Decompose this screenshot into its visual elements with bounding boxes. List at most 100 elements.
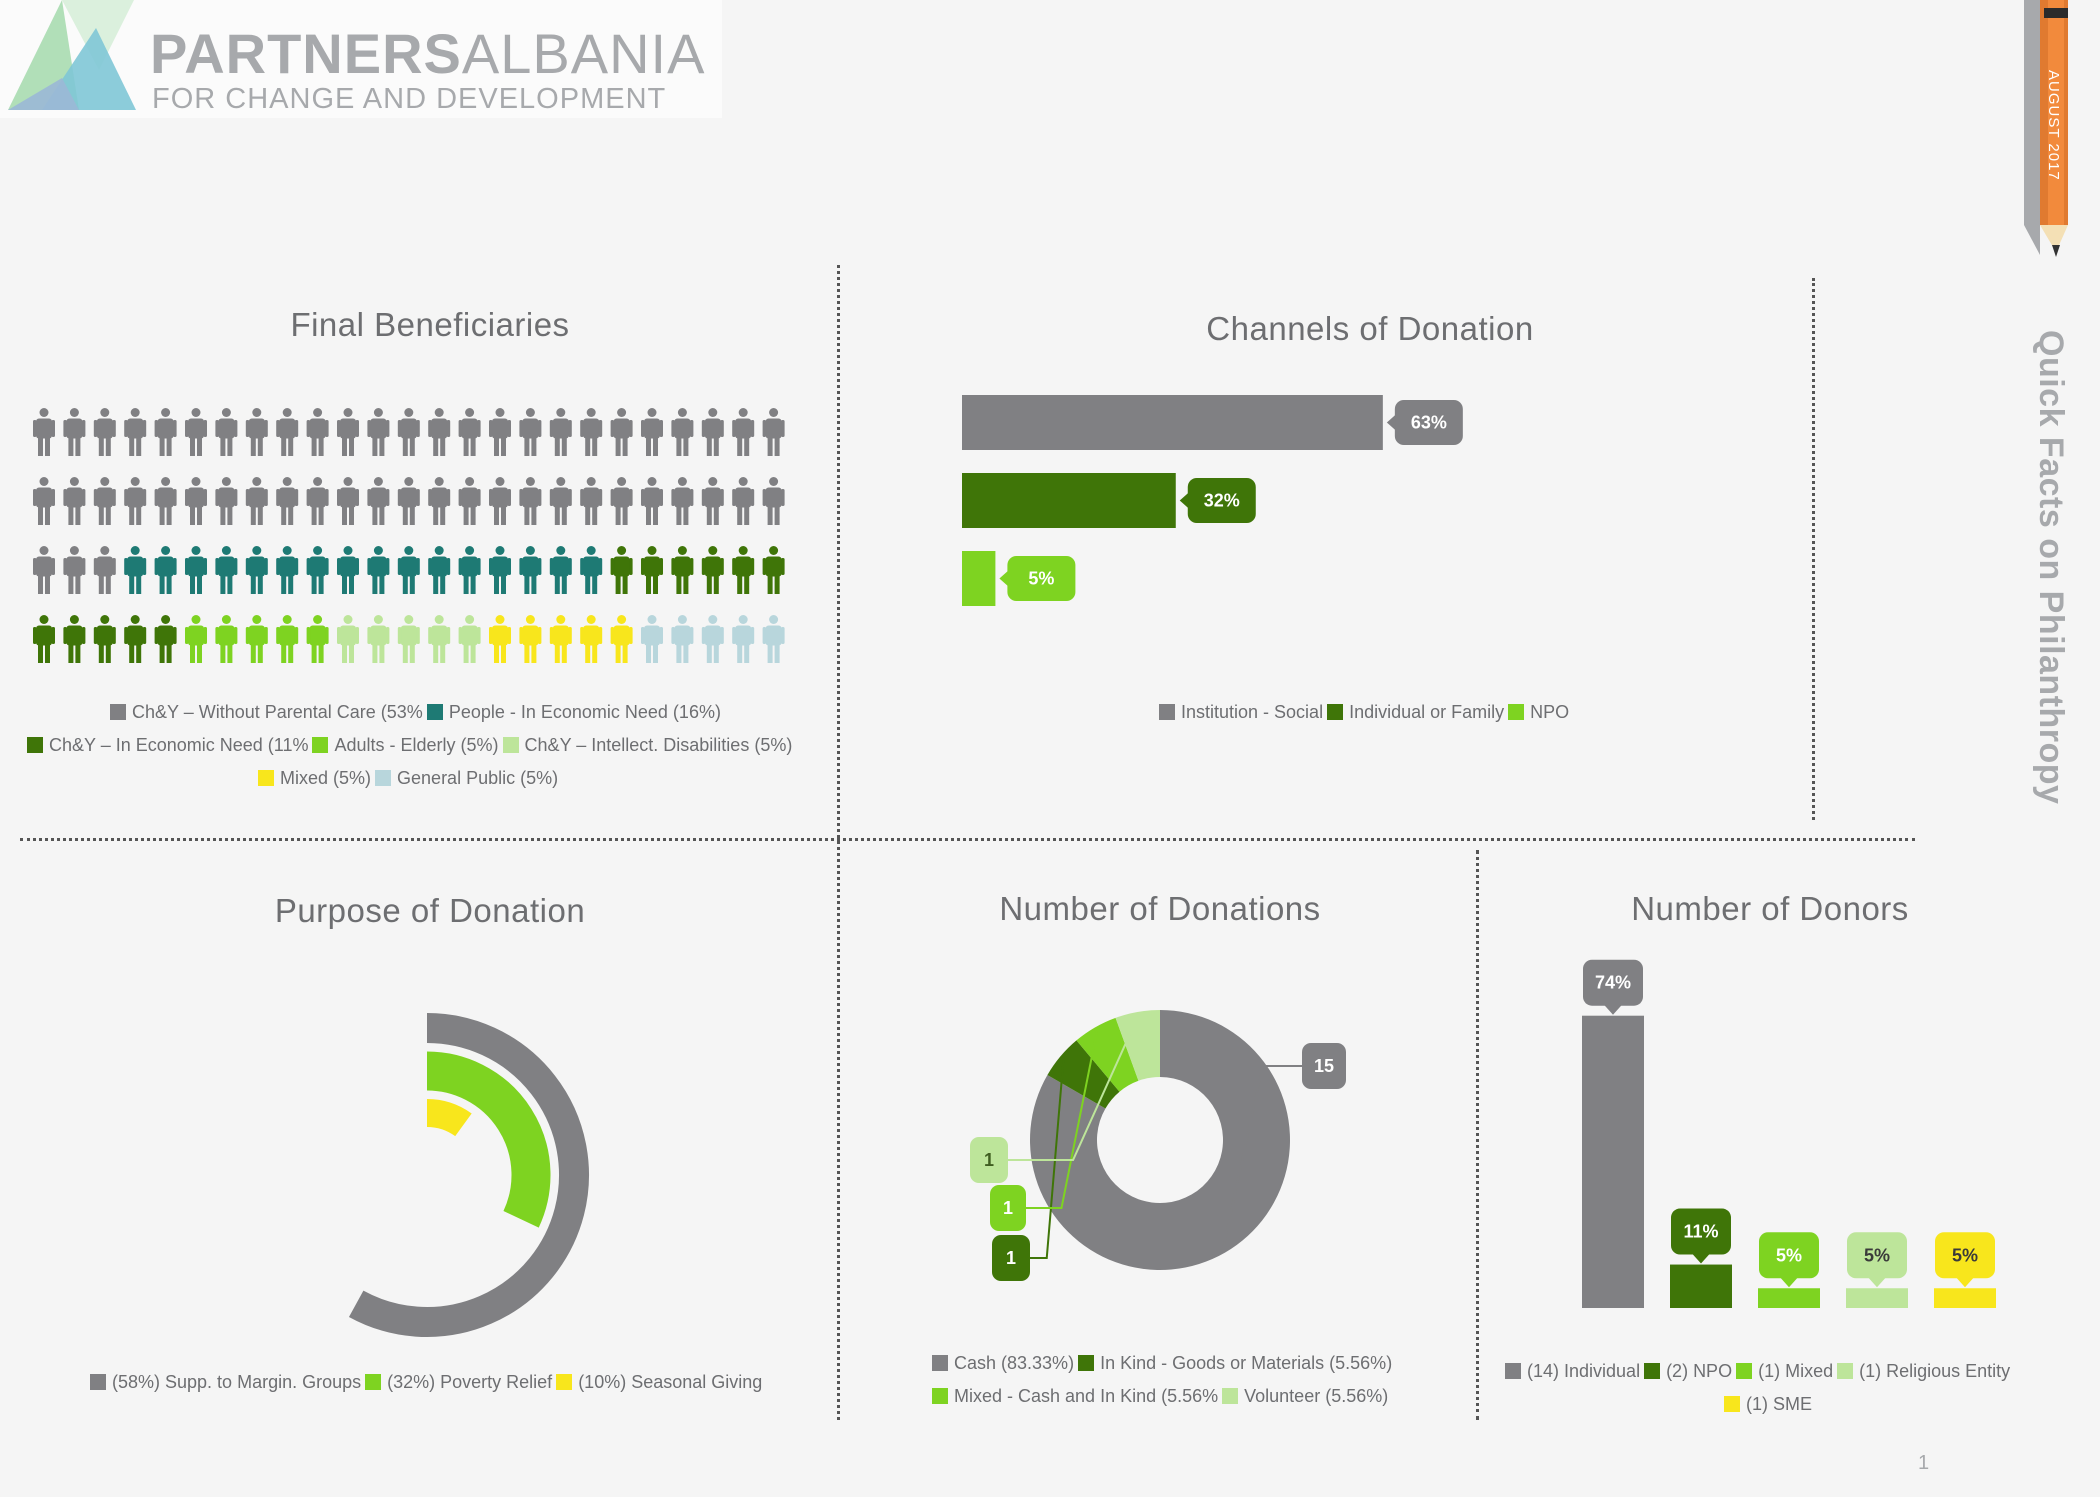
callout-in-kind-goods-or-materials-5-56: 1 xyxy=(992,1235,1030,1281)
person-icon xyxy=(610,546,633,594)
person-icon xyxy=(671,477,694,525)
person-icon xyxy=(33,615,55,663)
data-label: 63% xyxy=(1411,413,1447,433)
slice-in-kind-goods-or-materials-5-56 xyxy=(1047,1040,1120,1109)
pencil-icon xyxy=(2024,0,2068,257)
radial-bar-32-poverty-relief xyxy=(426,1051,551,1228)
legend-item-1-religious-entity: (1) Religious Entity xyxy=(1837,1361,2010,1382)
legend-label: People - In Economic Need (16%) xyxy=(448,702,721,722)
person-icon xyxy=(549,477,572,525)
legend-item-in-kind-goods-or-materials-5-56: In Kind - Goods or Materials (5.56%) xyxy=(1078,1353,1392,1374)
callout-cash-83-33: 15 xyxy=(1302,1043,1346,1089)
legend-swatch xyxy=(365,1374,382,1390)
chart-title-purpose: Purpose of Donation xyxy=(274,892,586,929)
legend-label: (1) Religious Entity xyxy=(1859,1361,2011,1381)
legend-swatch xyxy=(932,1388,948,1404)
legend-item-1-mixed: (1) Mixed xyxy=(1736,1361,1833,1382)
person-icon xyxy=(124,615,147,663)
person-icon xyxy=(63,615,86,663)
logo: PARTNERSALBANIA FOR CHANGE AND DEVELOPME… xyxy=(0,0,722,118)
leader-line xyxy=(1026,1030,1098,1209)
legend-item-general-public-5: General Public (5%) xyxy=(375,768,558,789)
person-icon xyxy=(185,615,207,663)
logo-triangles-icon xyxy=(8,0,136,110)
data-label: 15 xyxy=(1314,1056,1334,1076)
person-icon xyxy=(762,546,785,594)
person-icon xyxy=(489,546,511,594)
person-icon xyxy=(93,408,116,456)
legend-row: Mixed - Cash and In Kind (5.56% Volunteer… xyxy=(932,1386,1392,1407)
slice-volunteer-5-56 xyxy=(1115,1010,1160,1081)
legend-swatch xyxy=(1222,1388,1239,1404)
person-icon xyxy=(337,615,359,663)
person-icon xyxy=(93,615,116,663)
divider-vertical-center xyxy=(837,265,840,1420)
person-icon xyxy=(610,615,633,663)
person-icon xyxy=(124,477,147,525)
person-icon xyxy=(428,546,451,594)
legend-row: Institution - Social Individual or Family… xyxy=(1159,702,1573,723)
legend-label: General Public (5%) xyxy=(397,768,559,788)
callout-volunteer-5-56: 1 xyxy=(970,1137,1008,1183)
person-icon xyxy=(519,477,542,525)
legend-row: Ch&Y – In Economic Need (11% Adults - Eld… xyxy=(27,735,796,756)
callout-1-mixed: 5% xyxy=(1759,1232,1819,1288)
legend-label: Ch&Y – In Economic Need (11% xyxy=(49,735,309,755)
person-icon xyxy=(154,477,177,525)
person-icon xyxy=(701,546,724,594)
person-icon xyxy=(580,408,603,456)
legend-swatch xyxy=(312,737,329,753)
person-icon xyxy=(154,408,177,456)
divider-vertical-right-bottom xyxy=(1476,850,1479,1420)
legend-row: Ch&Y – Without Parental Care (53% People … xyxy=(110,702,725,723)
person-icon xyxy=(519,546,542,594)
legend-item-people-in-economic-need-16: People - In Economic Need (16%) xyxy=(426,702,721,723)
person-icon xyxy=(762,408,785,456)
person-icon xyxy=(337,408,359,456)
legend-label: (32%) Poverty Relief xyxy=(387,1372,553,1392)
legend-item-2-npo: (2) NPO xyxy=(1644,1361,1732,1382)
person-icon xyxy=(367,408,390,456)
callout-1-religious-entity: 5% xyxy=(1847,1232,1907,1288)
legend-item-mixed-5: Mixed (5%) xyxy=(258,768,371,789)
donut-chart: 15 1 1 1 xyxy=(970,1010,1346,1281)
person-icon xyxy=(762,615,785,663)
person-icon xyxy=(215,546,238,594)
data-label: 5% xyxy=(1776,1245,1802,1265)
person-icon xyxy=(33,408,55,456)
callout-mixed-cash-and-in-kind-5-56: 1 xyxy=(990,1185,1026,1231)
legend-row: (14) Individual (2) NPO (1) Mixed (1) Relig… xyxy=(1505,1361,2014,1382)
page-number: 1 xyxy=(1918,1452,1930,1474)
person-icon xyxy=(337,477,359,525)
data-label: 32% xyxy=(1204,491,1240,511)
person-icon xyxy=(337,546,359,594)
person-icon xyxy=(458,615,481,663)
person-icon xyxy=(732,615,755,663)
person-icon xyxy=(245,477,268,525)
callout-2-npo: 11% xyxy=(1671,1208,1731,1264)
person-icon xyxy=(215,615,238,663)
person-icon xyxy=(185,477,207,525)
sidebar-subtitle: Quick Facts on Philanthropy xyxy=(2032,330,2070,805)
person-icon xyxy=(671,615,694,663)
person-icon xyxy=(93,546,116,594)
legend-label: NPO xyxy=(1530,702,1570,722)
callout-1-sme: 5% xyxy=(1935,1232,1995,1288)
person-icon xyxy=(397,477,420,525)
legend-item-volunteer-5-56: Volunteer (5.56%) xyxy=(1222,1386,1388,1407)
legend-item-adults-elderly-5: Adults - Elderly (5%) xyxy=(312,735,499,756)
person-icon xyxy=(428,477,451,525)
logo-name-light: ALBANIA xyxy=(461,22,706,85)
bar-individual-or-family xyxy=(962,473,1176,528)
data-label: 5% xyxy=(1952,1245,1978,1265)
legend-swatch xyxy=(1644,1363,1661,1379)
legend-swatch xyxy=(1837,1363,1854,1379)
person-icon xyxy=(124,408,147,456)
person-icon xyxy=(367,546,390,594)
person-icon xyxy=(33,546,55,594)
legend-swatch xyxy=(1505,1363,1521,1379)
legend-swatch xyxy=(1724,1396,1740,1412)
legend-item-ch-y-without-parental-care-53: Ch&Y – Without Parental Care (53% xyxy=(110,702,423,723)
person-icon xyxy=(549,615,572,663)
divider-horizontal xyxy=(20,838,1915,841)
